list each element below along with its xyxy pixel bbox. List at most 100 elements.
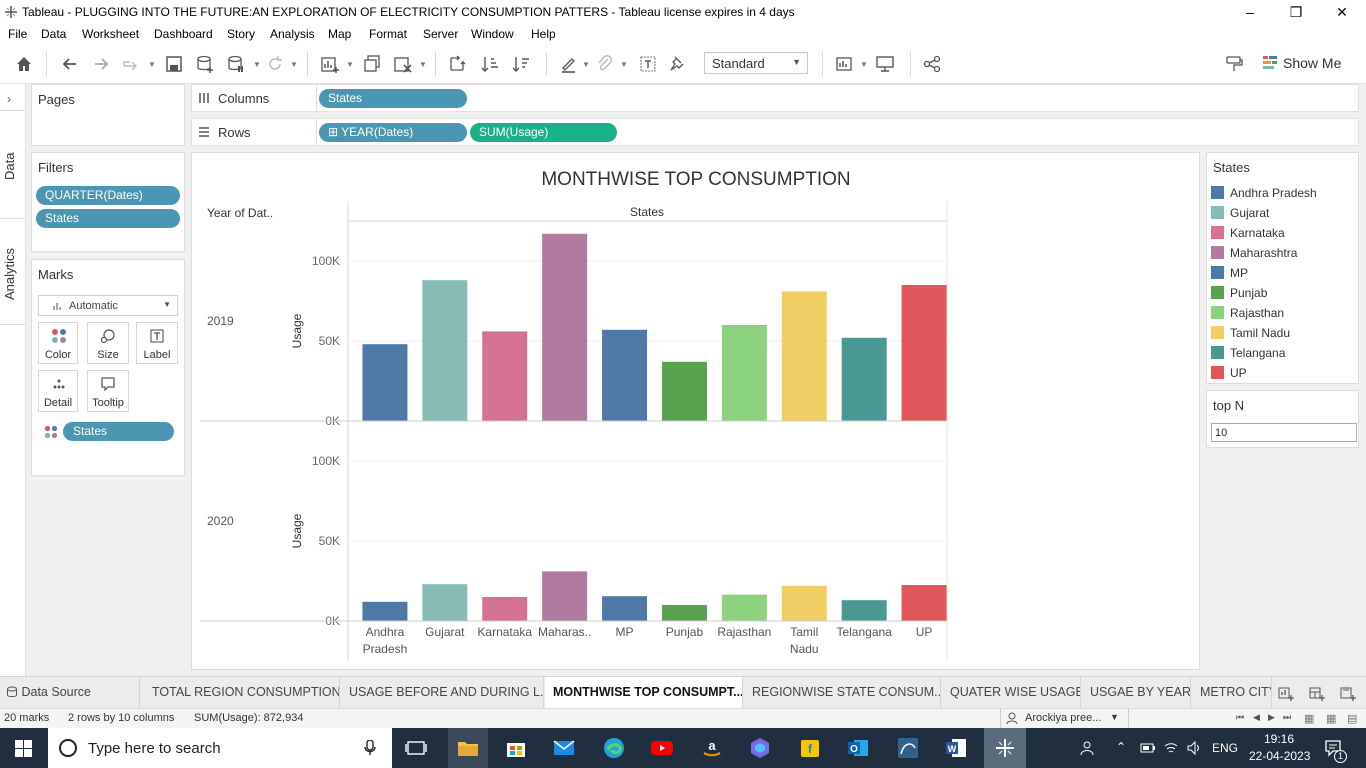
battery-icon[interactable] — [1140, 742, 1156, 754]
data-tab[interactable]: Data — [2, 152, 17, 180]
filmstrip-view-icon[interactable]: ▦ — [1304, 713, 1315, 725]
pin-icon[interactable] — [667, 54, 687, 74]
replay-icon[interactable] — [121, 54, 141, 74]
wifi-icon[interactable] — [1163, 740, 1179, 756]
top-n-input[interactable] — [1211, 423, 1357, 442]
show-cards-icon[interactable] — [835, 54, 855, 74]
pause-updates-icon[interactable] — [226, 54, 246, 74]
duplicate-sheet-icon[interactable] — [362, 54, 382, 74]
language-indicator[interactable]: ENG — [1212, 741, 1239, 755]
volume-icon[interactable] — [1186, 740, 1202, 756]
home-icon[interactable] — [14, 54, 34, 74]
marks-pill-states[interactable]: States — [63, 422, 174, 441]
rows-shelf[interactable]: Rows ⊞ YEAR(Dates) SUM(Usage) — [191, 118, 1359, 146]
tabs-view-icon[interactable]: ▤ — [1347, 713, 1358, 725]
attach-icon[interactable] — [595, 54, 615, 74]
menu-dashboard[interactable]: Dashboard — [154, 27, 213, 41]
filter-pill-quarter[interactable]: QUARTER(Dates) — [36, 186, 180, 205]
new-dashboard-tab-icon[interactable] — [1309, 685, 1325, 701]
flipkart-icon[interactable]: f — [798, 736, 822, 760]
bar-chart[interactable]: MONTHWISE TOP CONSUMPTION Year of Dat.. … — [192, 153, 1199, 669]
restore-button[interactable]: ❐ — [1289, 4, 1303, 20]
pages-card[interactable]: Pages — [31, 84, 185, 146]
marks-color-button[interactable]: Color — [38, 322, 78, 364]
tableau-taskbar-icon[interactable] — [993, 736, 1017, 760]
menu-analysis[interactable]: Analysis — [270, 27, 315, 41]
clear-sheet-icon[interactable] — [393, 54, 413, 74]
highlight-icon[interactable] — [559, 54, 579, 74]
swap-rows-columns-icon[interactable] — [447, 54, 467, 74]
sheet-sorter-icon[interactable]: ▦ — [1326, 713, 1337, 725]
youtube-icon[interactable] — [650, 736, 674, 760]
microphone-icon[interactable] — [364, 740, 376, 756]
menu-format[interactable]: Format — [369, 27, 408, 41]
columns-shelf[interactable]: Columns States — [191, 84, 1359, 112]
columns-pill-states[interactable]: States — [319, 89, 467, 108]
undo-icon[interactable] — [60, 54, 80, 74]
sort-ascending-icon[interactable] — [480, 54, 500, 74]
format-painter-icon[interactable] — [1224, 54, 1244, 74]
menu-story[interactable]: Story — [227, 27, 256, 41]
sort-descending-icon[interactable] — [511, 54, 531, 74]
filter-pill-states[interactable]: States — [36, 209, 180, 228]
show-labels-icon[interactable] — [638, 54, 658, 74]
filters-card[interactable]: Filters QUARTER(Dates) States — [31, 152, 185, 252]
menu-server[interactable]: Server — [423, 27, 459, 41]
marks-label-button[interactable]: Label — [136, 322, 178, 364]
new-data-source-icon[interactable] — [195, 54, 215, 74]
notification-icon[interactable] — [1324, 739, 1342, 757]
tab-usage-before-during[interactable]: USAGE BEFORE AND DURING L... — [341, 677, 544, 708]
clock-date[interactable]: 22-04-2023 — [1249, 749, 1311, 763]
menu-map[interactable]: Map — [328, 27, 352, 41]
menu-worksheet[interactable]: Worksheet — [82, 27, 140, 41]
taskbar-search[interactable]: Type here to search — [48, 728, 392, 768]
word-icon[interactable]: W — [944, 736, 968, 760]
tab-usgae-by-year[interactable]: USGAE BY YEAR — [1082, 677, 1191, 708]
menu-file[interactable]: File — [8, 27, 28, 41]
rows-pill-usage[interactable]: SUM(Usage) — [470, 123, 617, 142]
windows-start-icon[interactable] — [15, 740, 32, 757]
new-story-tab-icon[interactable] — [1340, 685, 1356, 701]
amazon-icon[interactable]: a — [700, 736, 724, 760]
color-legend[interactable]: States Andhra Pradesh Gujarat Karnataka … — [1206, 152, 1359, 384]
viz-area[interactable]: MONTHWISE TOP CONSUMPTION Year of Dat.. … — [191, 152, 1200, 670]
share-icon[interactable] — [922, 54, 942, 74]
next-sheet-icon[interactable]: ▶ — [1268, 712, 1275, 722]
analytics-tab[interactable]: Analytics — [2, 247, 17, 300]
edge-icon[interactable] — [602, 736, 626, 760]
tab-regionwise-state-consumption[interactable]: REGIONWISE STATE CONSUM... — [744, 677, 941, 708]
clock-time[interactable]: 19:16 — [1264, 732, 1295, 746]
save-icon[interactable] — [164, 54, 184, 74]
presentation-mode-icon[interactable] — [875, 54, 895, 74]
previous-sheet-icon[interactable]: ◀ — [1253, 712, 1260, 722]
last-sheet-icon[interactable]: ⏭ — [1283, 712, 1292, 722]
minimize-button[interactable]: – — [1246, 4, 1254, 20]
mail-icon[interactable] — [552, 736, 576, 760]
close-button[interactable]: ✕ — [1336, 4, 1348, 20]
tray-expand-icon[interactable]: ⌃ — [1116, 740, 1127, 754]
tab-monthwise-top-consumption[interactable]: MONTHWISE TOP CONSUMPT... — [545, 677, 743, 708]
marks-tooltip-button[interactable]: Tooltip — [87, 370, 129, 412]
new-worksheet-icon[interactable] — [320, 54, 340, 74]
chevron-down-icon[interactable]: ▼ — [1110, 712, 1119, 722]
status-user[interactable]: Arockiya pree... — [1025, 712, 1102, 724]
refresh-icon[interactable] — [265, 54, 285, 74]
data-source-tab[interactable]: Data Source — [0, 677, 140, 708]
file-explorer-icon[interactable] — [456, 736, 480, 760]
mark-type-select[interactable]: Automatic ▼ — [38, 295, 178, 316]
marks-size-button[interactable]: Size — [87, 322, 129, 364]
first-sheet-icon[interactable]: ⏮ — [1236, 712, 1245, 722]
fit-select[interactable]: Standard ▼ — [704, 52, 808, 74]
store-icon[interactable] — [504, 736, 528, 760]
menu-help[interactable]: Help — [531, 27, 556, 41]
expand-chevron-icon[interactable]: › — [7, 92, 11, 106]
copilot-icon[interactable] — [748, 736, 772, 760]
outlook-icon[interactable]: O — [846, 736, 870, 760]
task-view-icon[interactable] — [404, 736, 428, 760]
marks-detail-button[interactable]: Detail — [38, 370, 78, 412]
rows-pill-year[interactable]: ⊞ YEAR(Dates) — [319, 123, 467, 142]
menu-window[interactable]: Window — [471, 27, 514, 41]
tab-quater-wise-usage[interactable]: QUATER WISE USAGE — [942, 677, 1081, 708]
new-worksheet-tab-icon[interactable] — [1278, 685, 1294, 701]
redo-icon[interactable] — [91, 54, 111, 74]
